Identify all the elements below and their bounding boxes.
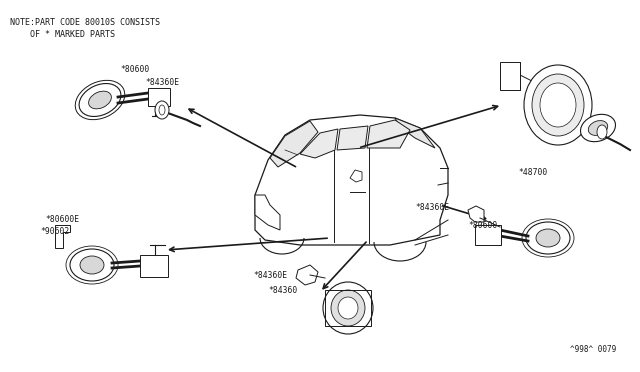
Text: *84360E: *84360E bbox=[253, 271, 287, 280]
Text: *84360E: *84360E bbox=[145, 78, 179, 87]
Polygon shape bbox=[468, 206, 484, 222]
Polygon shape bbox=[296, 265, 318, 285]
Text: *80600: *80600 bbox=[468, 221, 497, 230]
Ellipse shape bbox=[159, 105, 165, 115]
Polygon shape bbox=[350, 170, 362, 182]
Ellipse shape bbox=[597, 125, 607, 139]
Polygon shape bbox=[300, 129, 338, 158]
Bar bbox=[475, 225, 501, 245]
Ellipse shape bbox=[588, 121, 608, 135]
Polygon shape bbox=[255, 115, 448, 245]
Ellipse shape bbox=[80, 256, 104, 274]
Ellipse shape bbox=[532, 74, 584, 136]
Ellipse shape bbox=[580, 114, 616, 142]
Text: *84360E: *84360E bbox=[415, 203, 449, 212]
Ellipse shape bbox=[338, 297, 358, 319]
Ellipse shape bbox=[526, 222, 570, 254]
Text: *84360: *84360 bbox=[268, 286, 297, 295]
Ellipse shape bbox=[540, 83, 576, 127]
Polygon shape bbox=[367, 120, 410, 148]
Ellipse shape bbox=[331, 290, 365, 326]
Polygon shape bbox=[255, 195, 280, 230]
Ellipse shape bbox=[323, 282, 373, 334]
Text: ^998^ 0079: ^998^ 0079 bbox=[570, 345, 616, 354]
Text: *48700: *48700 bbox=[518, 168, 547, 177]
Polygon shape bbox=[337, 126, 368, 150]
Ellipse shape bbox=[88, 91, 111, 109]
Bar bbox=[148, 88, 170, 106]
Text: *80600: *80600 bbox=[120, 65, 149, 74]
Ellipse shape bbox=[524, 65, 592, 145]
Ellipse shape bbox=[70, 249, 114, 281]
Bar bbox=[500, 62, 520, 90]
Bar bbox=[325, 290, 371, 326]
Ellipse shape bbox=[155, 101, 169, 119]
Ellipse shape bbox=[79, 84, 121, 116]
Polygon shape bbox=[270, 121, 318, 167]
Text: NOTE:PART CODE 80010S CONSISTS: NOTE:PART CODE 80010S CONSISTS bbox=[10, 18, 160, 27]
Text: OF * MARKED PARTS: OF * MARKED PARTS bbox=[10, 30, 115, 39]
Polygon shape bbox=[395, 118, 435, 148]
Text: *80600E: *80600E bbox=[45, 215, 79, 224]
Bar bbox=[140, 255, 168, 277]
Polygon shape bbox=[55, 225, 70, 248]
Text: *90602: *90602 bbox=[40, 227, 69, 236]
Ellipse shape bbox=[536, 229, 560, 247]
